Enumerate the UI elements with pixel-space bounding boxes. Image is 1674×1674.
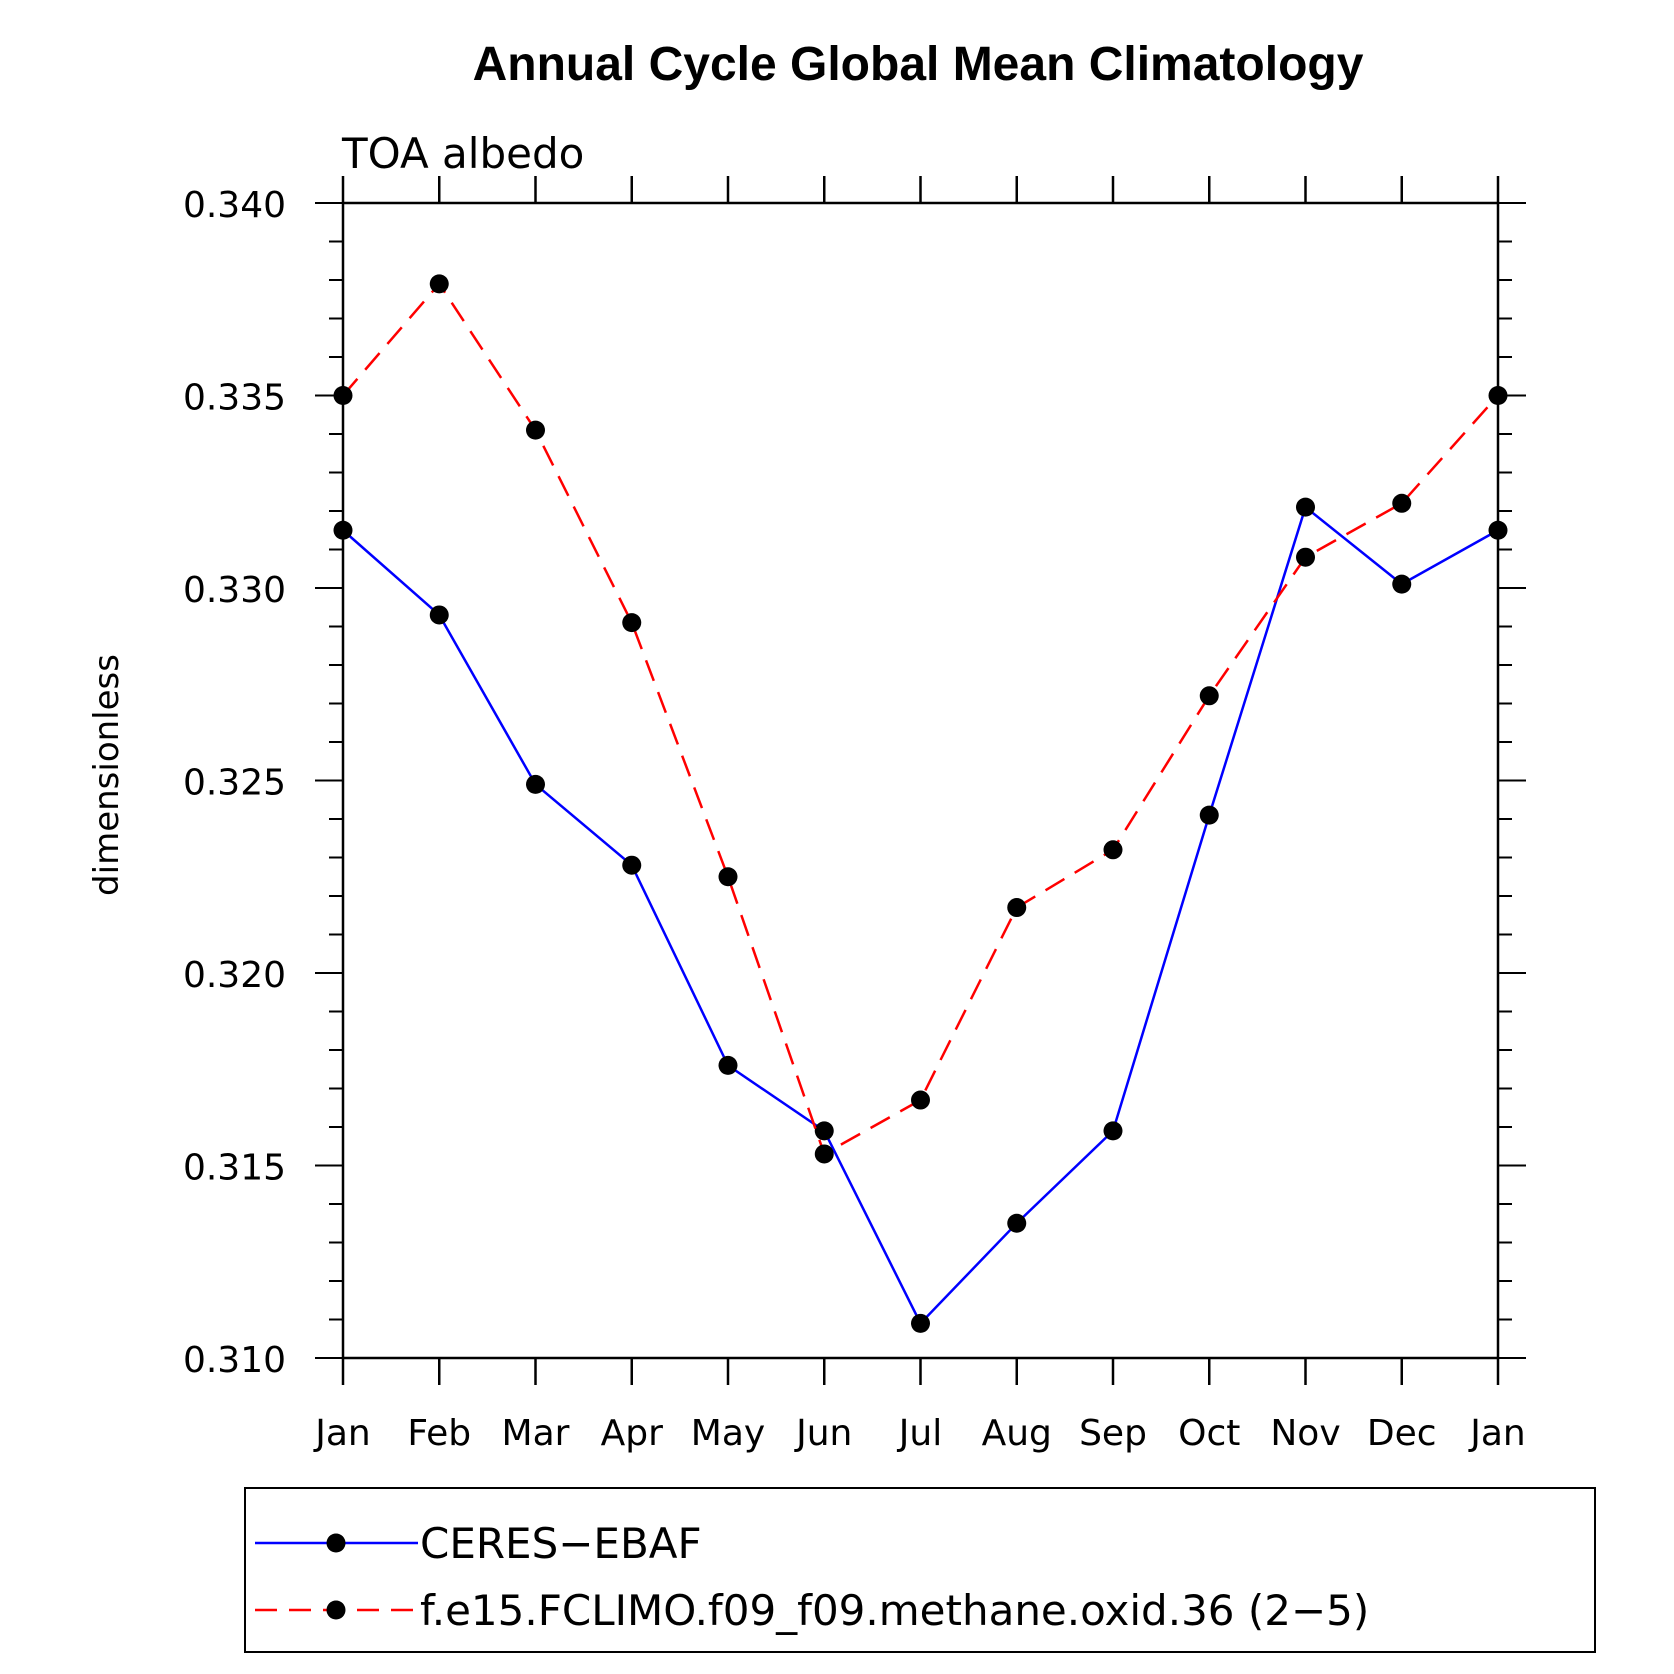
data-point xyxy=(1103,1121,1123,1141)
data-point xyxy=(1296,497,1315,517)
data-point xyxy=(1392,574,1412,594)
x-tick-label: Sep xyxy=(1079,1413,1147,1454)
data-point xyxy=(1296,547,1315,567)
data-point xyxy=(429,605,449,625)
data-point xyxy=(814,1144,834,1164)
x-tick-label: Nov xyxy=(1270,1413,1340,1454)
x-tick-label: Jul xyxy=(897,1413,942,1454)
legend-box xyxy=(244,1487,1596,1653)
data-point xyxy=(1007,898,1027,918)
data-point xyxy=(1199,686,1219,706)
y-tick-label: 0.315 xyxy=(183,1148,286,1189)
data-point xyxy=(718,867,738,887)
data-point xyxy=(1488,520,1508,540)
data-point xyxy=(1392,493,1412,513)
chart-title: Annual Cycle Global Mean Climatology xyxy=(473,38,1364,91)
data-point xyxy=(1199,805,1219,825)
data-point xyxy=(1103,840,1123,860)
legend: CERES−EBAF f.e15.FCLIMO.f09_f09.methane.o… xyxy=(255,1519,1369,1635)
y-axis-label: dimensionless xyxy=(87,654,127,896)
plot-frame xyxy=(341,201,1500,1360)
y-tick-label: 0.325 xyxy=(183,763,286,804)
data-point xyxy=(911,1313,930,1333)
x-tick-label: Mar xyxy=(502,1413,570,1454)
x-tick-label: Oct xyxy=(1178,1413,1240,1454)
x-tick-label: Jan xyxy=(1468,1413,1526,1454)
series-line-2 xyxy=(342,281,1499,1156)
x-tick-label: Jan xyxy=(313,1413,371,1454)
plot-area: Jan Feb Mar Apr May Jun Jul Aug Sep Oct Nov Dec Jan 0… xyxy=(183,176,1526,1454)
data-point xyxy=(526,774,545,794)
x-tick-label: Feb xyxy=(407,1413,471,1454)
y-tick-label: 0.310 xyxy=(183,1340,286,1381)
x-tick-label: Apr xyxy=(601,1413,663,1454)
chart-subtitle: TOA albedo xyxy=(341,129,584,178)
data-point xyxy=(333,520,353,540)
data-point xyxy=(814,1121,834,1141)
data-point xyxy=(622,613,642,633)
data-point xyxy=(1007,1213,1027,1233)
data-point xyxy=(429,274,449,294)
legend-label: CERES−EBAF xyxy=(420,1519,702,1568)
data-point xyxy=(526,420,545,440)
y-tick-label: 0.340 xyxy=(183,185,286,226)
x-tick-label: Dec xyxy=(1367,1413,1437,1454)
data-point xyxy=(622,855,642,875)
x-tick-label: Jun xyxy=(794,1413,852,1454)
x-tick-label: Aug xyxy=(982,1413,1052,1454)
data-point xyxy=(911,1090,930,1110)
y-tick-label: 0.320 xyxy=(183,955,286,996)
data-point xyxy=(1488,386,1508,405)
data-point xyxy=(333,386,353,405)
x-tick-label: May xyxy=(691,1413,765,1454)
data-point xyxy=(718,1055,738,1075)
y-tick-label: 0.335 xyxy=(183,378,286,419)
series-line-1 xyxy=(342,505,1499,1326)
legend-marker xyxy=(326,1533,346,1553)
legend-marker xyxy=(326,1600,346,1620)
y-tick-label: 0.330 xyxy=(183,570,286,611)
legend-label: f.e15.FCLIMO.f09_f09.methane.oxid.36 (2−… xyxy=(420,1586,1369,1635)
